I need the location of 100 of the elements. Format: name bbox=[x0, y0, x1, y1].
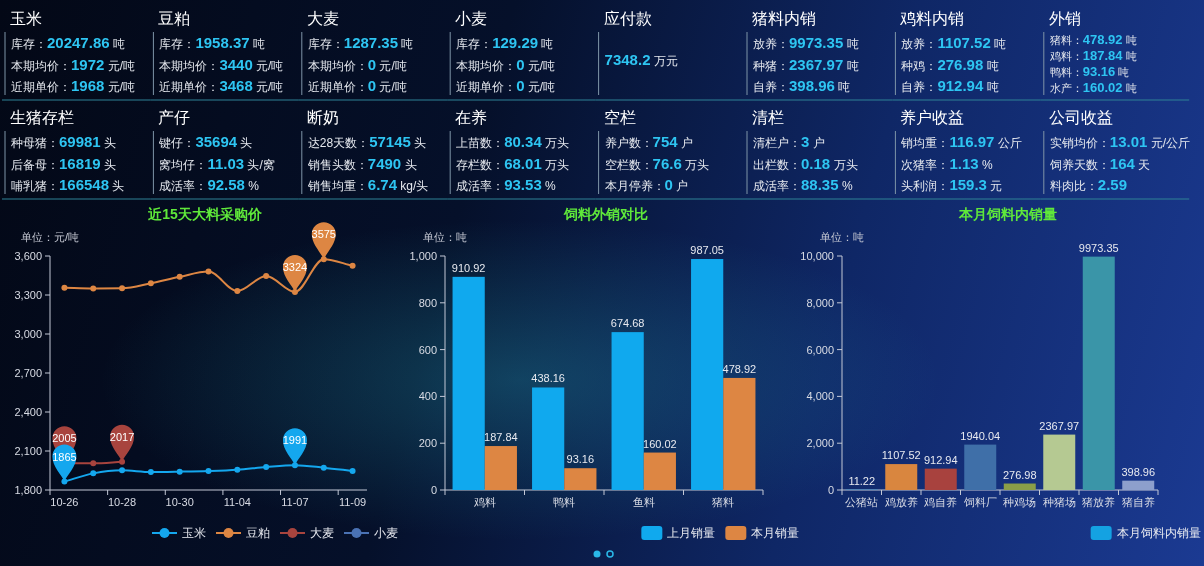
text: 销售头数：7490 头 bbox=[306, 154, 417, 172]
text: 成活率：93.53 % bbox=[456, 176, 557, 193]
data-label: 2367.97 bbox=[1039, 419, 1080, 432]
data-label: 910.92 bbox=[451, 261, 486, 274]
text: 存栏数：68.01 万头 bbox=[456, 154, 570, 172]
text: 出栏数：0.18 万头 bbox=[753, 154, 858, 172]
y-tick-label: 200 bbox=[418, 437, 437, 450]
text: 应付款 bbox=[603, 10, 652, 27]
text: 清栏户：3 户 bbox=[753, 133, 825, 150]
y-tick-label: 2,100 bbox=[14, 445, 42, 457]
data-label: 987.05 bbox=[690, 244, 724, 257]
legend-label: 玉米 bbox=[182, 526, 206, 540]
text: 库存：20247.86 吨 bbox=[11, 34, 125, 51]
text: 鸡料内销 bbox=[899, 10, 965, 27]
text: 水产：160.02 吨 bbox=[1049, 80, 1137, 95]
data-label: 1865 bbox=[52, 450, 77, 463]
data-label: 438.16 bbox=[531, 372, 565, 385]
text: 断奶 bbox=[306, 109, 339, 126]
text: 上苗数：80.34 万头 bbox=[456, 133, 570, 150]
y-tick-label: 3,300 bbox=[14, 289, 42, 301]
text: 后备母：16819 头 bbox=[11, 154, 117, 172]
text: 鸡料：187.84 吨 bbox=[1048, 48, 1137, 63]
text: 哺乳猪：166548 头 bbox=[11, 176, 125, 193]
text: 豆粕 bbox=[158, 10, 191, 27]
text: 放养：1107.52 吨 bbox=[901, 34, 1007, 51]
text: 近期单价：1968 元/吨 bbox=[11, 77, 136, 94]
legend-label: 本月销量 bbox=[751, 526, 800, 540]
text: 本期均价：0 元/吨 bbox=[456, 55, 556, 73]
text: 实销均价：13.01 元/公斤 bbox=[1049, 133, 1191, 150]
x-tick-label: 10-28 bbox=[107, 496, 137, 508]
text: 本期均价：0 元/吨 bbox=[307, 55, 407, 73]
text: 近期单价：0 元/吨 bbox=[456, 77, 556, 94]
x-tick-label: 种鸡场 bbox=[1003, 496, 1037, 508]
data-label: 187.84 bbox=[484, 431, 518, 444]
x-tick-label: 公猪站 bbox=[845, 496, 879, 508]
text: 鸭料：93.16 吨 bbox=[1049, 64, 1130, 79]
data-label: 1991 bbox=[282, 434, 308, 447]
y-tick-label: 6,000 bbox=[806, 343, 834, 356]
text: 饲养天数：164 天 bbox=[1048, 154, 1151, 172]
text: 大麦 bbox=[306, 10, 339, 27]
text: 成活率：92.58 % bbox=[159, 176, 260, 193]
legend-label: 豆粕 bbox=[246, 526, 270, 540]
text: 清栏 bbox=[752, 109, 784, 126]
text: 销均重：116.97 公斤 bbox=[900, 133, 1022, 150]
data-label: 3324 bbox=[282, 260, 308, 273]
legend-label: 本月饲料内销量 bbox=[1116, 526, 1201, 540]
x-tick-label: 猪放养 bbox=[1082, 496, 1116, 508]
text: 自养：398.96 吨 bbox=[753, 77, 851, 94]
y-axis-title: 单位：元/吨 bbox=[20, 231, 80, 243]
legend-label: 上月销量 bbox=[667, 526, 716, 540]
x-tick-label: 种猪场 bbox=[1042, 496, 1076, 508]
y-tick-label: 400 bbox=[418, 390, 437, 403]
chart-title: 近15天大料采购价 bbox=[147, 206, 263, 222]
text: 销售均重：6.74 kg/头 bbox=[306, 176, 429, 193]
chart-title: 本月饲料内销量 bbox=[957, 206, 1057, 222]
text: 近期单价：3468 元/吨 bbox=[159, 77, 284, 94]
data-label: 160.02 bbox=[643, 437, 677, 450]
y-tick-label: 0 bbox=[430, 484, 437, 496]
data-label: 9973.35 bbox=[1078, 241, 1119, 254]
text: 头利润：159.3 元 bbox=[901, 176, 1003, 193]
x-tick-label: 鱼料 bbox=[632, 496, 655, 508]
chart-title: 饲料外销对比 bbox=[563, 206, 649, 222]
text: 种猪：2367.97 吨 bbox=[753, 55, 859, 73]
y-tick-label: 4,000 bbox=[806, 390, 834, 403]
text: 空栏 bbox=[603, 109, 636, 126]
text: 近期单价：0 元/吨 bbox=[307, 77, 407, 94]
text: 库存：1958.37 吨 bbox=[159, 34, 265, 51]
x-tick-label: 10-30 bbox=[165, 496, 194, 508]
text: 放养：9973.35 吨 bbox=[753, 34, 859, 51]
y-tick-label: 2,700 bbox=[14, 367, 42, 379]
text: 养户数：754 户 bbox=[604, 133, 693, 150]
y-tick-label: 3,000 bbox=[14, 328, 42, 340]
text: 小麦 bbox=[455, 10, 488, 27]
text: 生猪存栏 bbox=[10, 109, 74, 126]
data-label: 1107.52 bbox=[881, 449, 921, 462]
legend-label: 小麦 bbox=[374, 526, 398, 540]
text: 次猪率：1.13 % bbox=[901, 154, 993, 172]
data-label: 1940.04 bbox=[960, 429, 1001, 442]
text: 键仔：35694 头 bbox=[158, 133, 253, 150]
text: 种鸡：276.98 吨 bbox=[901, 55, 999, 73]
text: 养户收益 bbox=[900, 109, 965, 126]
y-tick-label: 600 bbox=[418, 343, 437, 356]
x-tick-label: 11-09 bbox=[338, 496, 367, 508]
data-label: 276.98 bbox=[1002, 468, 1037, 481]
data-label: 2017 bbox=[109, 430, 135, 443]
x-tick-label: 猪自养 bbox=[1121, 496, 1155, 508]
x-tick-label: 11-04 bbox=[223, 496, 251, 508]
y-tick-label: 1,800 bbox=[14, 484, 42, 496]
data-label: 912.94 bbox=[923, 453, 958, 466]
text: 玉米 bbox=[10, 10, 42, 27]
y-axis-title: 单位：吨 bbox=[423, 231, 467, 243]
x-tick-label: 鸭料 bbox=[553, 496, 576, 508]
y-tick-label: 0 bbox=[827, 484, 834, 496]
y-tick-label: 8,000 bbox=[806, 296, 834, 309]
legend-label: 大麦 bbox=[310, 526, 334, 540]
text: 公司收益 bbox=[1048, 109, 1113, 126]
text: 猪料内销 bbox=[752, 10, 816, 27]
text: 库存：1287.35 吨 bbox=[307, 34, 414, 51]
y-tick-label: 3,600 bbox=[14, 250, 42, 262]
text: 成活率：88.35 % bbox=[753, 176, 853, 193]
